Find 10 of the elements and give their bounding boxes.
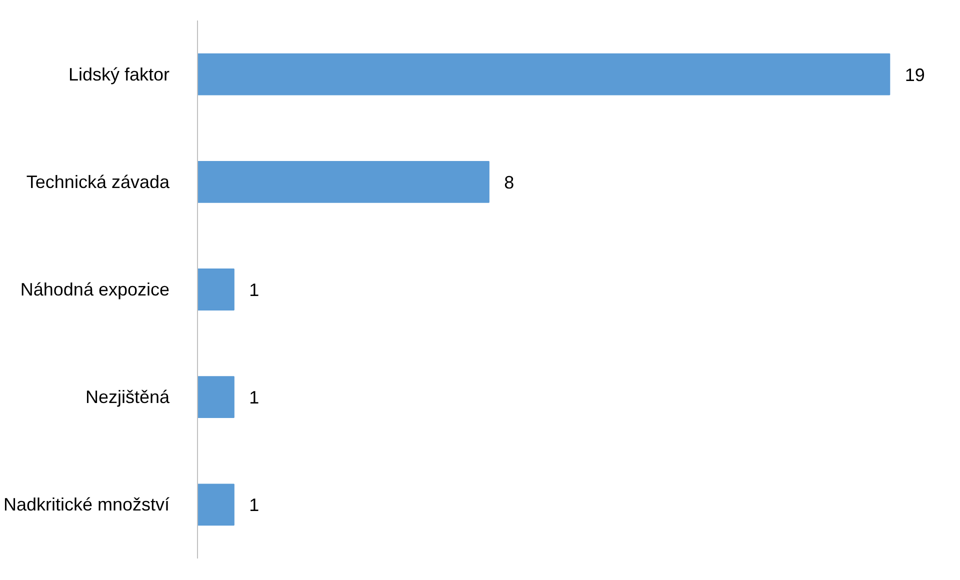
data-label: 1 <box>249 280 260 300</box>
data-label: 1 <box>249 388 260 408</box>
y-tick-label: Technická závada <box>26 172 170 192</box>
data-label: 1 <box>249 495 260 516</box>
y-tick-label: Nadkritické množství <box>3 494 170 515</box>
y-tick-label: Náhodná expozice <box>20 280 170 300</box>
data-label: 19 <box>904 64 925 85</box>
data-label: 8 <box>504 172 514 192</box>
y-tick-label: Nezjištěná <box>85 387 170 408</box>
y-tick-label: Lidský faktor <box>68 64 170 84</box>
